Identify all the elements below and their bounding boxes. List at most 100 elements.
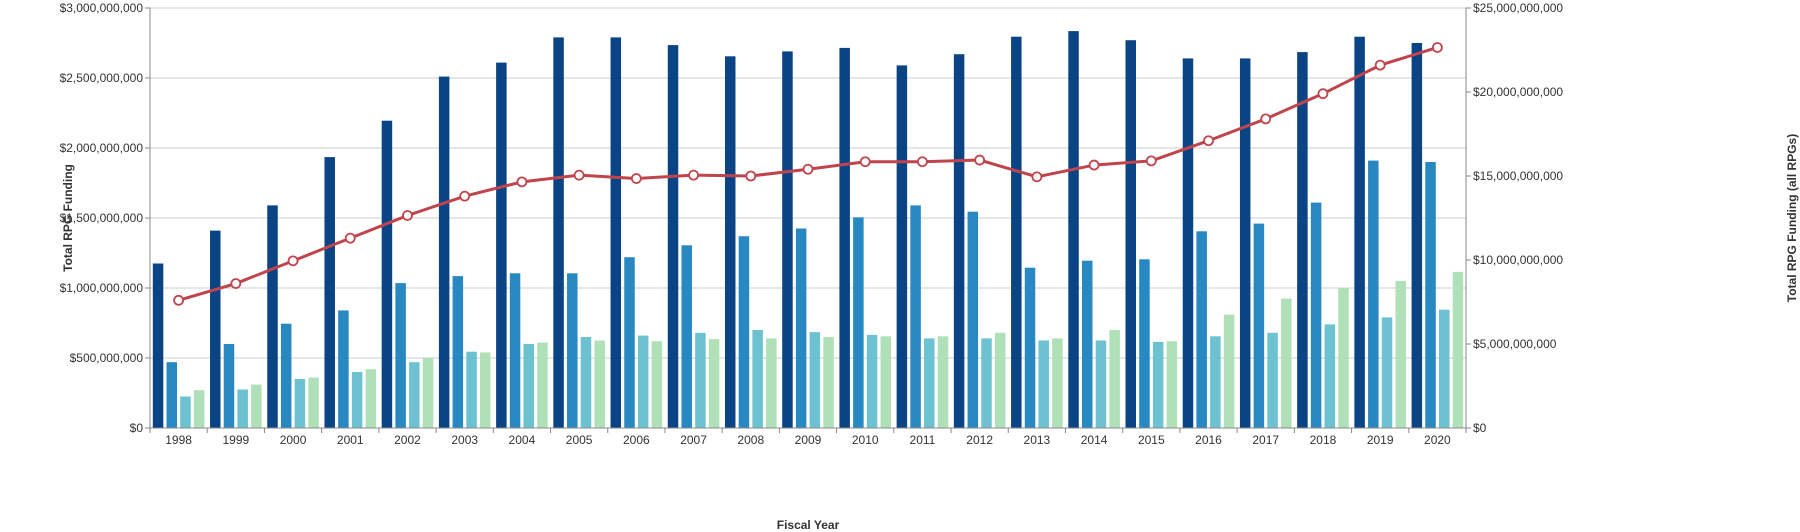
bar bbox=[1139, 259, 1150, 428]
bar bbox=[809, 332, 821, 428]
bar bbox=[853, 217, 864, 428]
line-point bbox=[1260, 113, 1272, 125]
x-tick-label: 2003 bbox=[451, 433, 478, 447]
x-tick-label: 1998 bbox=[165, 433, 192, 447]
bar bbox=[839, 47, 850, 429]
x-tick-label: 2005 bbox=[566, 433, 593, 447]
line-point bbox=[1203, 135, 1214, 147]
bar bbox=[1196, 231, 1207, 428]
line-point bbox=[1031, 171, 1043, 183]
line-point bbox=[230, 278, 242, 289]
bar bbox=[1381, 317, 1393, 428]
bar bbox=[1324, 324, 1336, 428]
axes: $0 $500,000,000 $1,000,000,000 $1,500,000,0… bbox=[60, 1, 1564, 447]
bar bbox=[251, 384, 262, 428]
bar bbox=[223, 344, 235, 428]
bar bbox=[338, 310, 349, 428]
y-tick-label: $1,000,000,000 bbox=[60, 281, 144, 295]
bar bbox=[438, 76, 450, 428]
bar bbox=[823, 337, 834, 428]
line-point bbox=[344, 232, 356, 244]
line-point bbox=[688, 169, 699, 181]
bar bbox=[594, 340, 605, 428]
y-tick-label: $2,500,000,000 bbox=[60, 71, 144, 85]
bar bbox=[237, 389, 248, 428]
y-tick-label: $500,000,000 bbox=[70, 351, 144, 365]
bar bbox=[1253, 223, 1265, 428]
x-tick-label: 2007 bbox=[680, 433, 707, 447]
bar bbox=[782, 51, 793, 429]
bar bbox=[766, 338, 777, 428]
x-tick-label: 1999 bbox=[222, 433, 249, 447]
gridlines bbox=[150, 7, 1466, 429]
bar bbox=[294, 379, 306, 428]
bar bbox=[953, 54, 965, 428]
x-axis-title: Fiscal Year bbox=[777, 518, 840, 532]
line-point bbox=[745, 170, 757, 182]
bar bbox=[981, 338, 992, 428]
y-tick-label: $1,500,000,000 bbox=[60, 211, 144, 225]
line-point bbox=[630, 173, 642, 184]
bar bbox=[1267, 332, 1278, 428]
bar bbox=[180, 396, 191, 428]
bar bbox=[624, 257, 635, 428]
bar bbox=[267, 205, 278, 428]
bar bbox=[1310, 202, 1322, 428]
x-tick-label: 2008 bbox=[737, 433, 764, 447]
bar bbox=[1411, 43, 1423, 428]
bar-series bbox=[152, 31, 1464, 429]
bar bbox=[695, 332, 706, 428]
y-tick-label: $0 bbox=[130, 421, 144, 435]
bar bbox=[567, 273, 578, 428]
bar bbox=[523, 344, 535, 428]
x-tick-label: 2010 bbox=[852, 433, 879, 447]
line-point bbox=[1317, 88, 1329, 100]
bar bbox=[681, 245, 692, 428]
line-point bbox=[802, 163, 814, 175]
bar bbox=[994, 332, 1006, 428]
line-point bbox=[287, 255, 299, 267]
bar bbox=[496, 62, 507, 428]
x-tick-label: 2011 bbox=[910, 433, 936, 447]
bar bbox=[866, 334, 878, 428]
bar bbox=[896, 65, 908, 429]
bar bbox=[1068, 31, 1079, 428]
line-point bbox=[573, 169, 585, 181]
x-tick-label: 2000 bbox=[280, 433, 307, 447]
bar bbox=[422, 358, 434, 428]
y-axis-title: Total RPG Funding bbox=[61, 164, 75, 272]
x-tick-label: 2012 bbox=[966, 433, 993, 447]
bar bbox=[537, 342, 548, 428]
bar bbox=[724, 56, 736, 429]
line-point bbox=[859, 156, 871, 168]
bar bbox=[880, 336, 892, 428]
y-tick-label: $3,000,000,000 bbox=[60, 1, 144, 15]
y2-axis-title: Total RPG Funding (all RPGs) bbox=[1785, 134, 1799, 302]
bar bbox=[280, 323, 292, 428]
bar bbox=[910, 205, 921, 428]
bar bbox=[395, 283, 406, 428]
line-point bbox=[459, 190, 471, 202]
bar bbox=[1095, 340, 1107, 428]
bar bbox=[381, 120, 393, 428]
bar bbox=[1152, 341, 1164, 428]
x-tick-label: 2002 bbox=[394, 433, 421, 447]
x-tick-label: 2014 bbox=[1081, 433, 1108, 447]
bar bbox=[1081, 260, 1093, 428]
bar bbox=[193, 390, 205, 428]
x-tick-label: 2001 bbox=[337, 433, 364, 447]
bar bbox=[1425, 162, 1436, 428]
line-point bbox=[402, 210, 413, 221]
bar bbox=[1297, 52, 1308, 428]
bar bbox=[1354, 36, 1365, 428]
x-tick-label: 2019 bbox=[1367, 433, 1394, 447]
bar bbox=[452, 276, 464, 428]
bar bbox=[152, 263, 164, 428]
x-tick-label: 2009 bbox=[795, 433, 822, 447]
bar bbox=[1438, 309, 1450, 428]
line-point bbox=[974, 154, 986, 166]
bar bbox=[1223, 314, 1235, 428]
bar bbox=[738, 236, 750, 428]
bar bbox=[1210, 336, 1221, 428]
